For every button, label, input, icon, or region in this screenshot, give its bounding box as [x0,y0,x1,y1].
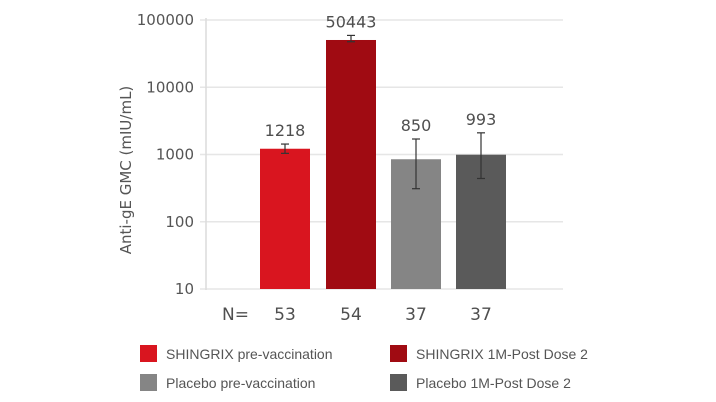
legend-swatch [140,374,157,391]
legend-label: Placebo pre-vaccination [166,374,316,391]
gridlines [200,19,563,290]
legend-label: SHINGRIX pre-vaccination [166,345,333,362]
legend-swatch [140,345,157,362]
n-values: 53 54 37 37 [274,305,492,325]
legend-item-placebo-pre: Placebo pre-vaccination [140,374,315,391]
y-tick-label: 10000 [146,78,194,96]
y-tick-label: 10 [175,280,194,298]
error-bars [281,34,485,190]
legend-item-shingrix-post: SHINGRIX 1M-Post Dose 2 [390,345,588,362]
legend-item-shingrix-pre: SHINGRIX pre-vaccination [140,345,333,362]
value-label: 1218 [265,121,306,140]
legend-swatch [390,374,407,391]
n-value: 37 [405,305,427,325]
value-label: 993 [466,110,497,129]
n-value: 54 [340,305,362,325]
legend-label: Placebo 1M-Post Dose 2 [416,374,571,391]
bar [326,39,376,290]
y-tick-label: 1000 [156,146,194,164]
y-tick-label: 100000 [137,11,194,29]
n-value: 37 [470,305,492,325]
y-tick-label: 100 [165,213,194,231]
value-label: 850 [401,116,432,135]
legend-item-placebo-post: Placebo 1M-Post Dose 2 [390,374,571,391]
bar [260,148,310,289]
legend-label: SHINGRIX 1M-Post Dose 2 [416,345,588,362]
y-axis-label: Anti-gE GMC (mIU/mL) [117,86,135,255]
legend-swatch [390,345,407,362]
bars [260,39,506,290]
value-labels: 1218 50443 850 993 [265,12,497,140]
n-prefix: N= [222,305,249,325]
value-label: 50443 [326,12,377,31]
y-axis-ticks: 10 100 1000 10000 100000 [137,11,194,298]
n-value: 53 [274,305,296,325]
